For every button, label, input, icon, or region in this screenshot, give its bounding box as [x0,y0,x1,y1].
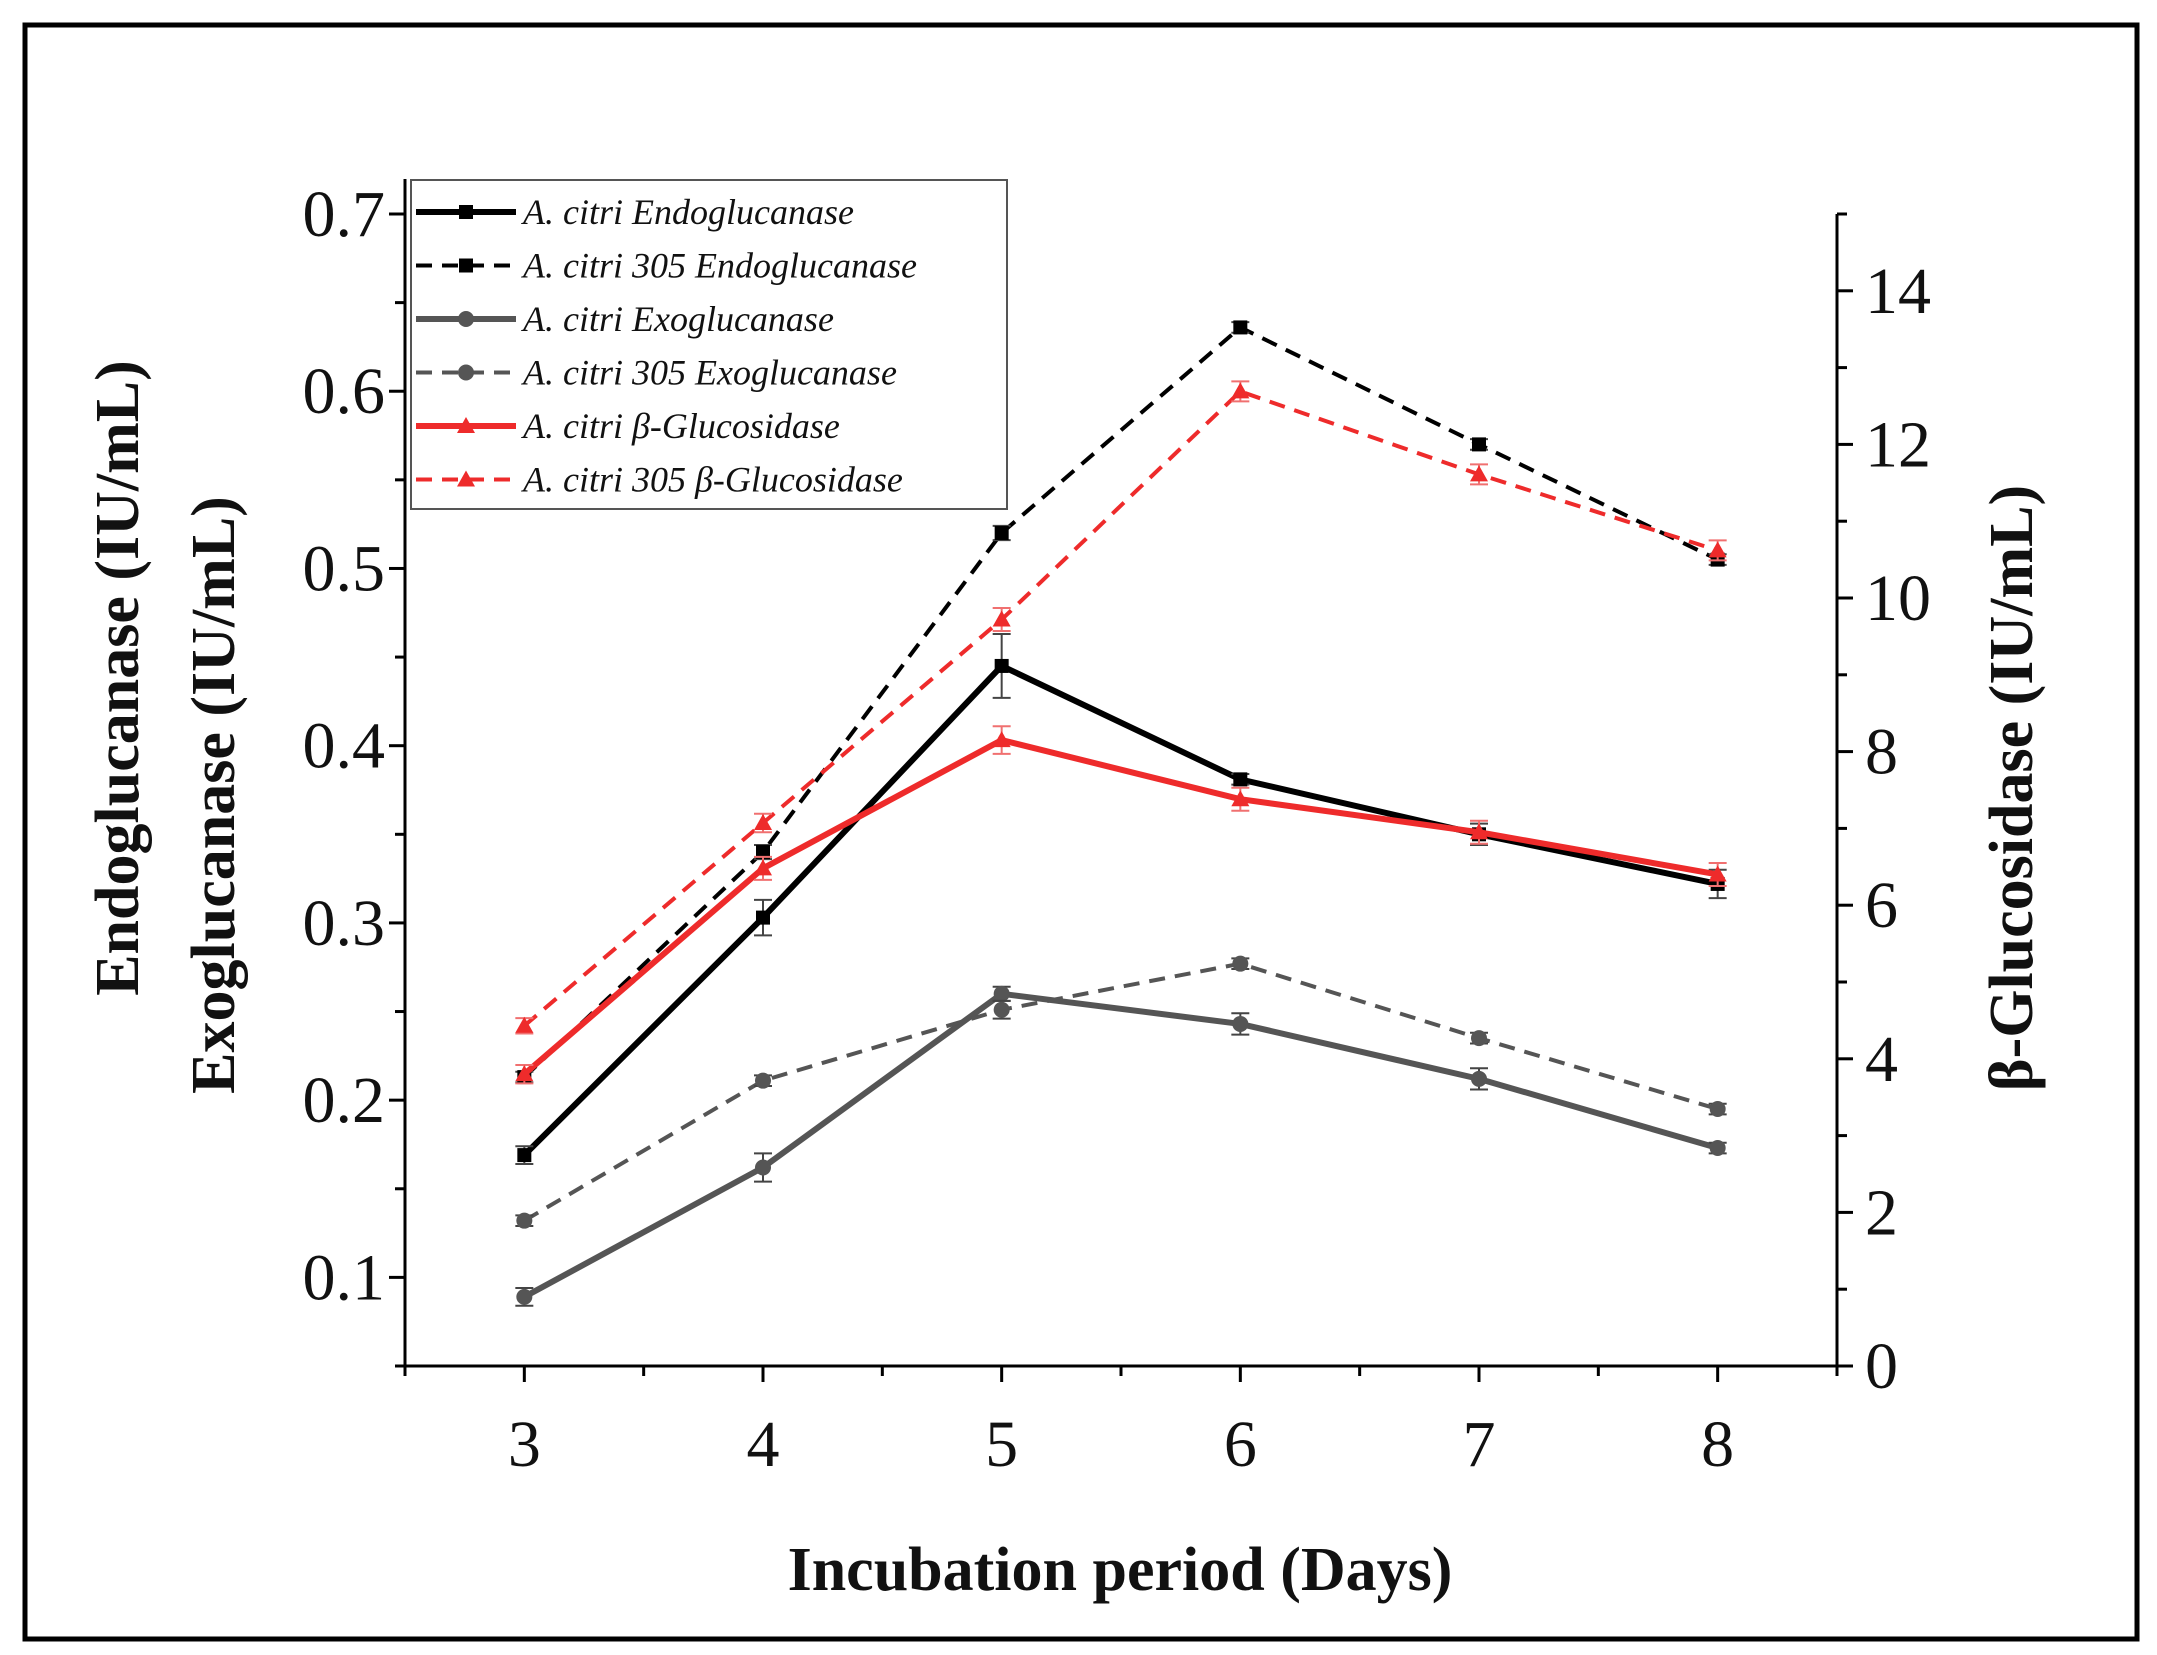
x-tick-label: 8 [1701,1408,1734,1481]
legend-label: A. citri 305 Endoglucanase [521,246,917,286]
series-group [515,320,1727,1307]
data-point [993,1001,1010,1018]
data-point [1709,1140,1726,1157]
series-line [523,389,1719,1028]
x-tick-label: 7 [1463,1408,1496,1481]
legend-marker [458,364,474,381]
data-point [1233,320,1248,335]
legend-label: A. citri Exoglucanase [521,299,834,339]
y-axis-title-exoglucanase: Exoglucanase (IU/mL) [180,496,248,1094]
data-point [515,1016,534,1033]
x-tick-label: 6 [1224,1408,1257,1481]
data-point [1231,382,1250,399]
series-line [522,736,1719,1077]
legend-marker [459,205,473,219]
y-left-tick-label: 0.4 [303,710,386,783]
figure-border [22,22,2140,1642]
y-left-tick-label: 0.3 [303,887,386,960]
data-point [516,1288,533,1305]
legend-label: A. citri β-Glucosidase [521,406,840,446]
y-left-tick-label: 0.5 [303,532,386,605]
data-point [1708,865,1727,882]
legend-label: A. citri Endoglucanase [521,192,854,232]
y-left-tick-label: 0.1 [303,1241,386,1314]
x-tick-label: 3 [508,1408,541,1481]
data-point [1232,1015,1249,1032]
data-point [1709,1101,1726,1118]
y-left-tick-label: 0.2 [303,1064,386,1137]
data-point [1232,955,1249,972]
data-point [754,859,772,876]
legend-label: A. citri 305 Exoglucanase [521,353,897,393]
legend-marker [458,311,474,327]
legend-box [410,179,1008,510]
y-right-tick-label: 2 [1865,1176,1898,1249]
data-point [1233,772,1248,787]
y-right-tick-label: 0 [1865,1330,1898,1403]
y-axis-title-endoglucanase: Endoglucanase (IU/mL) [84,360,152,996]
data-point [517,1148,532,1163]
y-right-tick-label: 10 [1865,562,1931,635]
data-point [993,985,1010,1002]
x-tick-label: 5 [985,1408,1018,1481]
legend: A. citri Endoglucanase A. citri 305 Endog… [410,179,1008,510]
y-right-tick-label: 6 [1865,869,1898,942]
series-line [522,662,1719,1158]
legend-label: A. citri 305 β-Glucosidase [521,460,903,500]
data-point [1471,1070,1487,1087]
series-a-citri-305-glucosidase [515,380,1727,1035]
legend-marker [457,417,475,433]
data-point [992,731,1011,748]
legend-marker [457,470,475,487]
data-point [516,1212,533,1229]
data-point [1471,1030,1487,1047]
data-point [1708,541,1727,558]
series-line [522,990,1719,1300]
series-a-citri-glucosidase [515,725,1727,1085]
data-point [1472,437,1486,452]
x-tick-label: 4 [747,1408,780,1481]
data-point [755,1072,771,1089]
legend-marker [459,258,473,273]
data-point [754,814,772,831]
x-axis-title: Incubation period (Days) [788,1536,1453,1604]
y-left-tick-label: 0.6 [303,355,386,428]
y-right-tick-label: 14 [1865,255,1931,328]
y-left-tick-label: 0.7 [303,178,386,251]
y-right-tick-label: 12 [1865,408,1931,481]
data-point [755,1159,771,1176]
data-point [756,910,770,925]
data-point [1470,823,1488,840]
series-line [522,325,1719,1079]
data-point [994,658,1009,673]
series-a-citri-305-exoglucanase [515,955,1727,1229]
y-right-tick-label: 8 [1865,716,1898,789]
y-right-tick-label: 4 [1865,1023,1898,1096]
axes: 3 4 5 6 7 8 0.1 0.2 0.3 0.4 0.5 0.6 0.7 0 2 4 6 8 10 12 14 [303,178,1932,1481]
data-point [994,526,1009,541]
data-point [1470,465,1488,482]
y-axis-title-right-glucosidase: β-Glucosidase (IU/mL) [1978,485,2046,1091]
data-point [992,610,1011,627]
data-point [515,1065,534,1082]
data-point [1231,790,1250,807]
data-point [756,845,770,860]
